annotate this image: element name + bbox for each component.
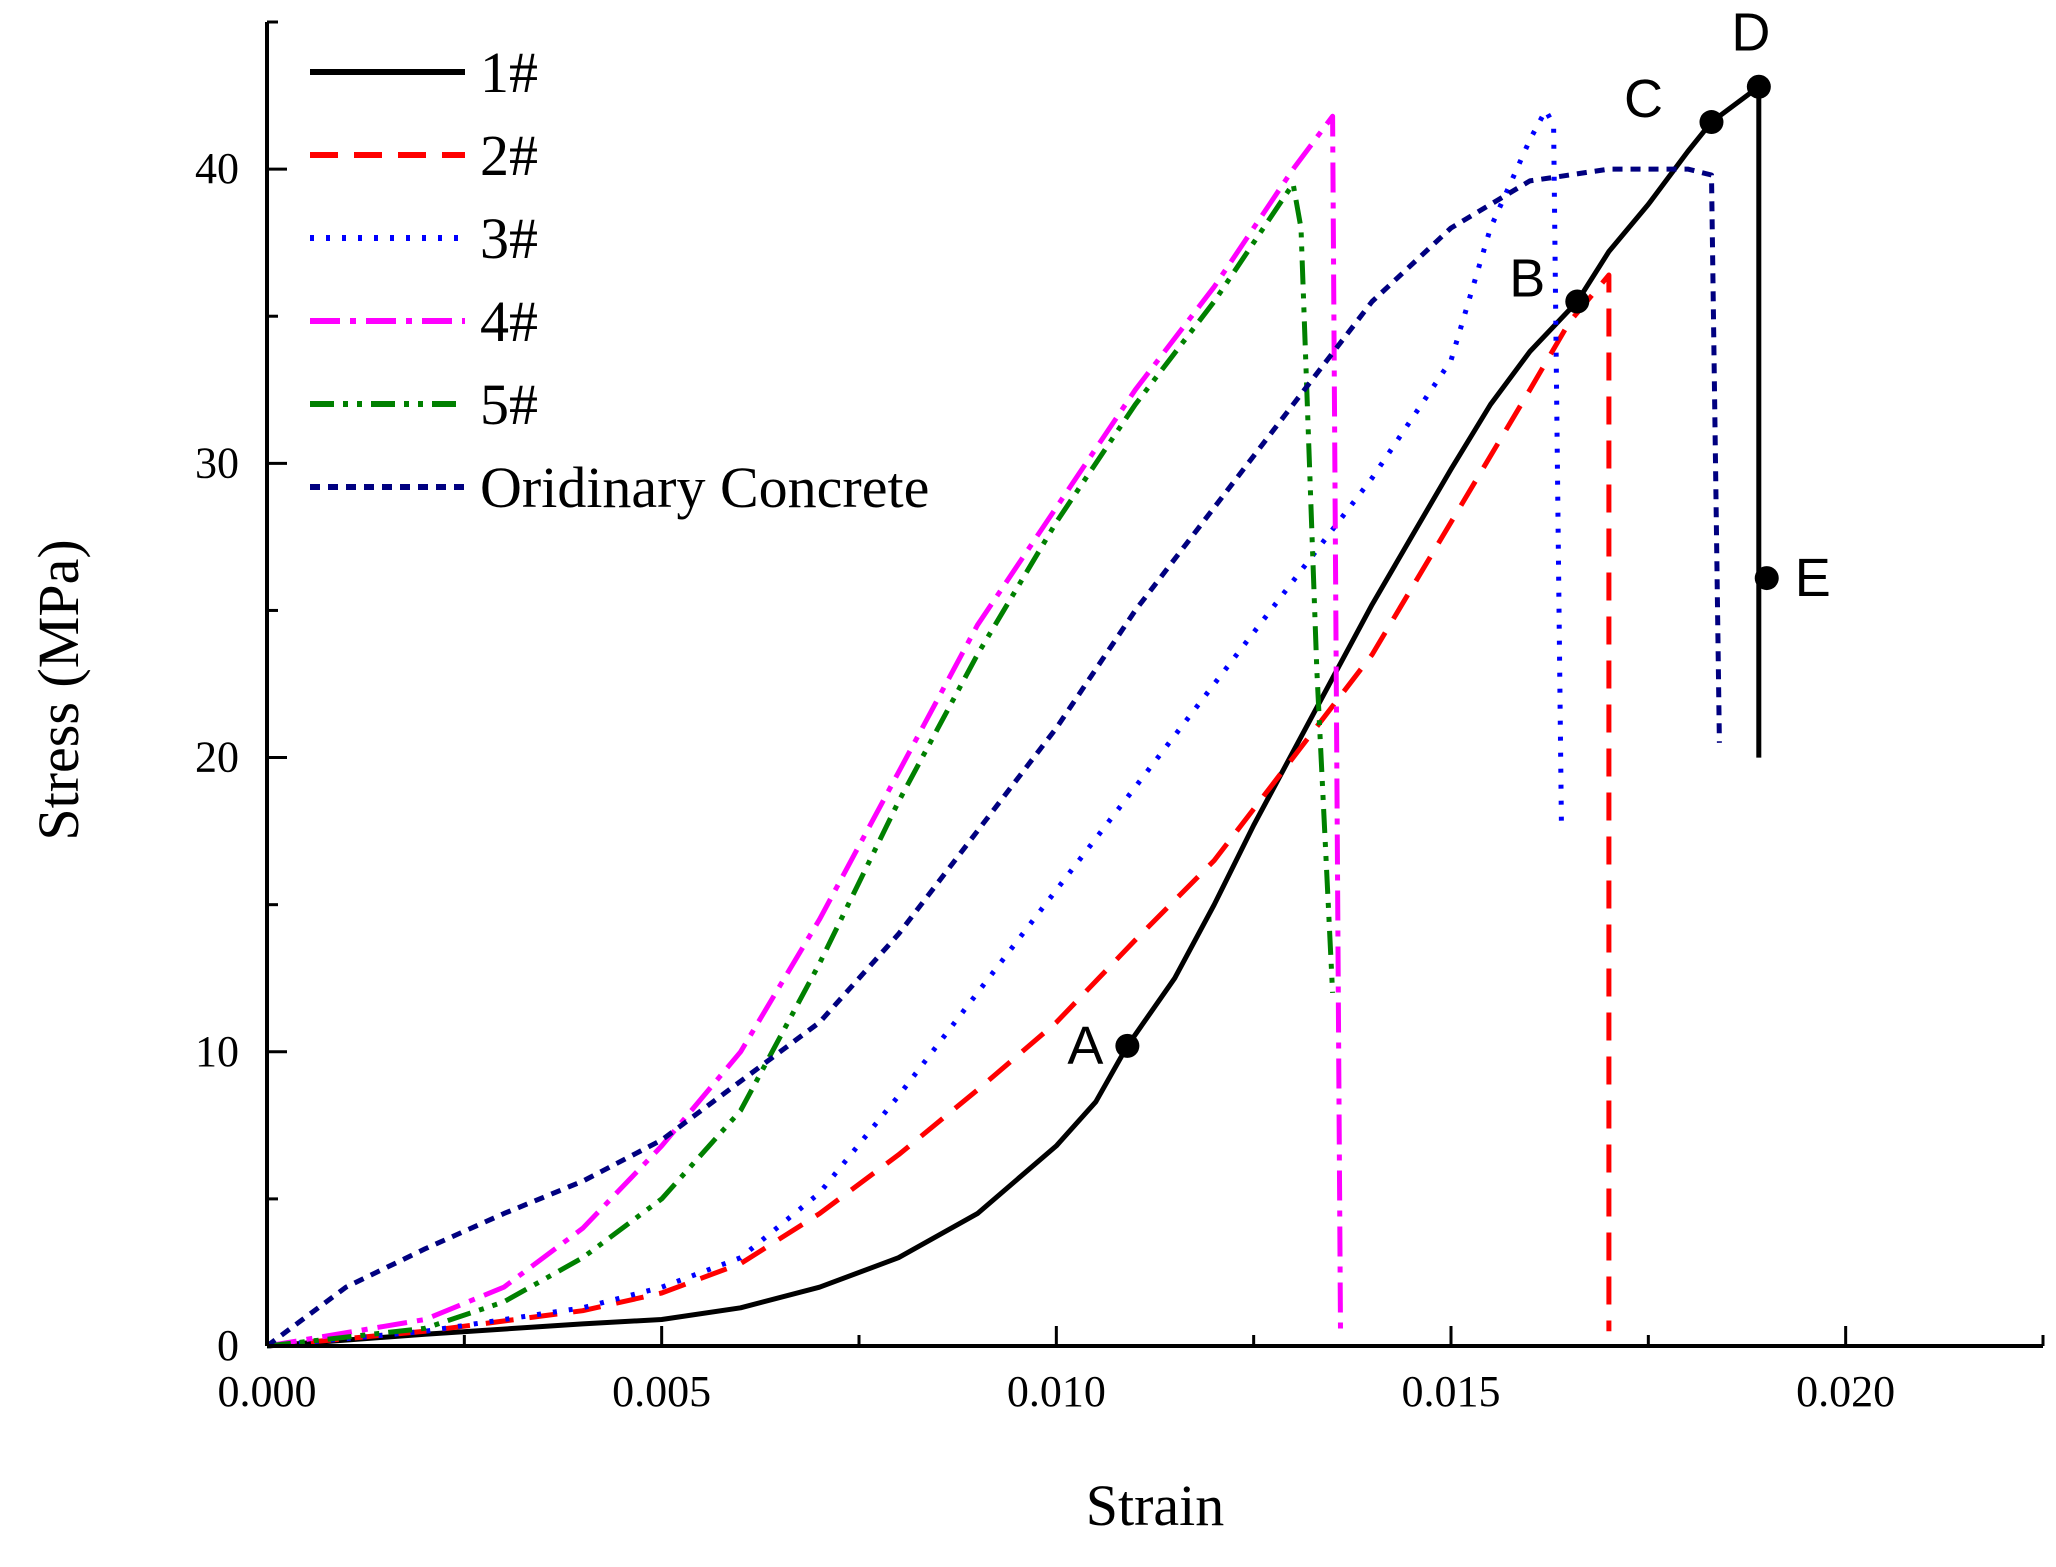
y-tick-label: 20	[195, 733, 239, 782]
annotation-point-b	[1565, 289, 1590, 314]
series-line-2	[266, 272, 1612, 1349]
legend-label-2: 2#	[480, 123, 538, 188]
annotation-label-b: B	[1509, 249, 1545, 309]
axes-layer	[265, 22, 2043, 1348]
legend-label-3: 3#	[480, 206, 538, 271]
y-tick-label: 10	[195, 1027, 239, 1076]
series-line-4	[266, 113, 1343, 1349]
y-tick-label: 30	[195, 438, 239, 487]
series-line-5	[266, 181, 1336, 1349]
y-tick-label: 40	[195, 144, 239, 193]
annotation-label-a: A	[1067, 1016, 1103, 1076]
x-axis-title: Strain	[1086, 1473, 1225, 1538]
series-line-1	[266, 84, 1762, 1349]
legend-label-5: 5#	[480, 372, 538, 437]
x-tick-label: 0.010	[1007, 1367, 1106, 1416]
x-tick-label: 0.015	[1402, 1367, 1501, 1416]
annotation-point-e	[1754, 566, 1779, 591]
legend-label-oridinary-concrete: Oridinary Concrete	[480, 455, 929, 520]
legend-label-1: 1#	[480, 40, 538, 105]
series-line-3	[266, 107, 1564, 1349]
annotation-points: A B C D E	[1067, 3, 1830, 1076]
annotation-label-e: E	[1795, 548, 1831, 608]
annotation-point-a	[1115, 1033, 1140, 1058]
series-layer	[265, 84, 1762, 1349]
y-axis-title: Stress (MPa)	[26, 539, 91, 840]
annotation-point-c	[1699, 110, 1724, 135]
x-tick-label: 0.005	[612, 1367, 711, 1416]
annotation-label-c: C	[1624, 69, 1663, 129]
legend-label-4: 4#	[480, 289, 538, 354]
x-tick-label: 0.020	[1796, 1367, 1895, 1416]
x-tick-label: 0.000	[218, 1367, 317, 1416]
y-tick-label: 0	[217, 1321, 239, 1370]
annotation-label-d: D	[1731, 3, 1770, 63]
annotation-point-d	[1746, 74, 1771, 99]
legend: 1# 2# 3# 4# 5# Oridinary Concrete	[310, 40, 929, 520]
ticks-layer: 0.000 0.005 0.010 0.015 0.020 0 10 20 30 40	[195, 20, 2045, 1416]
series-line-oridinary-concrete	[265, 166, 1722, 1349]
